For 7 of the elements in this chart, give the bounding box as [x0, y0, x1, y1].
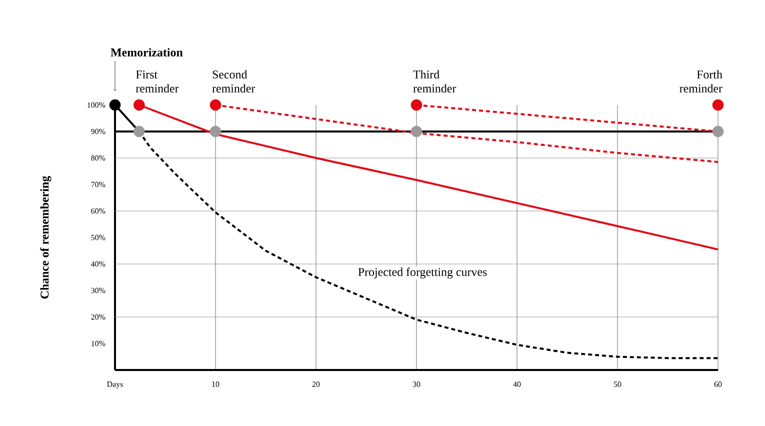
annotation: Third reminder	[413, 70, 456, 92]
text: Memorization	[110, 48, 183, 56]
annotation: Projected forgetting curves	[358, 268, 487, 279]
annotation: Second reminder	[212, 70, 256, 92]
y-axis-title: Chance of remembering	[40, 176, 52, 299]
annotation: Forth reminder	[680, 70, 722, 92]
annotation: First reminder	[136, 70, 179, 92]
